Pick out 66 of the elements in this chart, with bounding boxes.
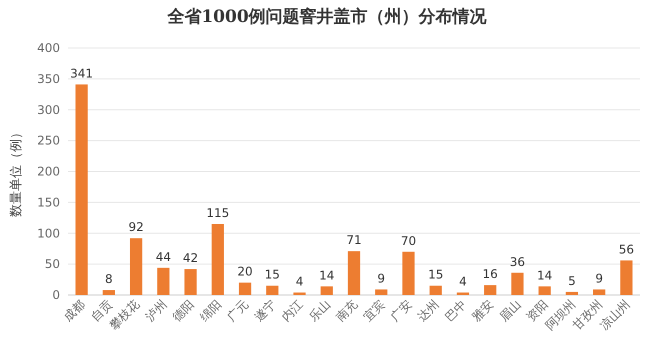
data-label: 71 xyxy=(346,233,362,248)
x-tick-label: 达州 xyxy=(414,297,442,324)
x-tick-label: 乐山 xyxy=(306,297,333,324)
y-axis-title: 数量单位（例） xyxy=(9,126,24,217)
bar xyxy=(348,251,360,295)
y-tick-label: 0 xyxy=(52,288,60,302)
y-tick-label: 250 xyxy=(37,134,60,148)
x-tick-label: 眉山 xyxy=(496,297,524,324)
x-tick-label: 德阳 xyxy=(170,297,197,324)
bar xyxy=(566,292,578,295)
data-label: 5 xyxy=(568,274,576,288)
data-label: 4 xyxy=(459,274,467,289)
y-tick-label: 300 xyxy=(37,102,60,117)
data-label: 14 xyxy=(537,268,552,282)
data-label: 341 xyxy=(70,66,94,80)
bar xyxy=(102,290,115,295)
bar xyxy=(157,268,170,295)
y-tick-label: 400 xyxy=(37,41,60,55)
x-tick-label: 成都 xyxy=(60,297,88,324)
y-tick-label: 100 xyxy=(37,226,60,240)
data-label: 9 xyxy=(377,271,386,286)
bar xyxy=(430,286,442,295)
data-label: 14 xyxy=(319,268,334,282)
x-tick-label: 雅安 xyxy=(469,297,496,324)
data-label: 70 xyxy=(400,234,416,248)
bar xyxy=(212,224,224,295)
bar xyxy=(75,84,88,295)
data-label: 9 xyxy=(595,271,603,286)
bar xyxy=(538,286,551,295)
data-label: 42 xyxy=(182,251,198,266)
bar xyxy=(511,272,524,295)
x-tick-label: 广安 xyxy=(388,297,415,324)
bar xyxy=(484,285,496,295)
y-tick-label: 150 xyxy=(37,195,60,210)
x-tick-label: 南充 xyxy=(333,297,360,324)
data-label: 44 xyxy=(156,250,171,264)
y-tick-label: 350 xyxy=(37,72,60,86)
bar xyxy=(184,269,197,295)
bar xyxy=(238,282,252,295)
bar xyxy=(320,286,333,295)
x-tick-label: 泸州 xyxy=(142,297,170,324)
bar xyxy=(620,260,633,295)
bar xyxy=(130,238,142,295)
x-tick-label: 绵阳 xyxy=(197,297,224,324)
bar xyxy=(375,289,388,295)
data-label: 115 xyxy=(206,206,230,220)
x-tick-label: 巴中 xyxy=(442,297,470,324)
bar xyxy=(593,289,606,295)
data-label: 15 xyxy=(264,268,280,282)
data-label: 16 xyxy=(482,267,498,282)
x-tick-label: 宜宾 xyxy=(360,297,388,324)
data-label: 92 xyxy=(128,220,144,234)
data-label: 36 xyxy=(510,254,526,269)
data-label: 4 xyxy=(296,274,304,289)
y-tick-label: 200 xyxy=(37,164,60,178)
data-label: 20 xyxy=(237,264,253,279)
chart-title: 全省1000例问题窨井盖市（州）分布情况 xyxy=(166,6,488,27)
data-label: 56 xyxy=(618,242,634,256)
x-tick-label: 内江 xyxy=(278,297,306,324)
x-tick-label: 遂宁 xyxy=(252,297,278,324)
y-tick-label: 50 xyxy=(44,257,60,272)
data-label: 15 xyxy=(428,268,444,282)
data-label: 8 xyxy=(105,272,113,286)
bar xyxy=(402,252,415,295)
x-tick-label: 广元 xyxy=(224,297,252,324)
bar xyxy=(266,286,278,295)
